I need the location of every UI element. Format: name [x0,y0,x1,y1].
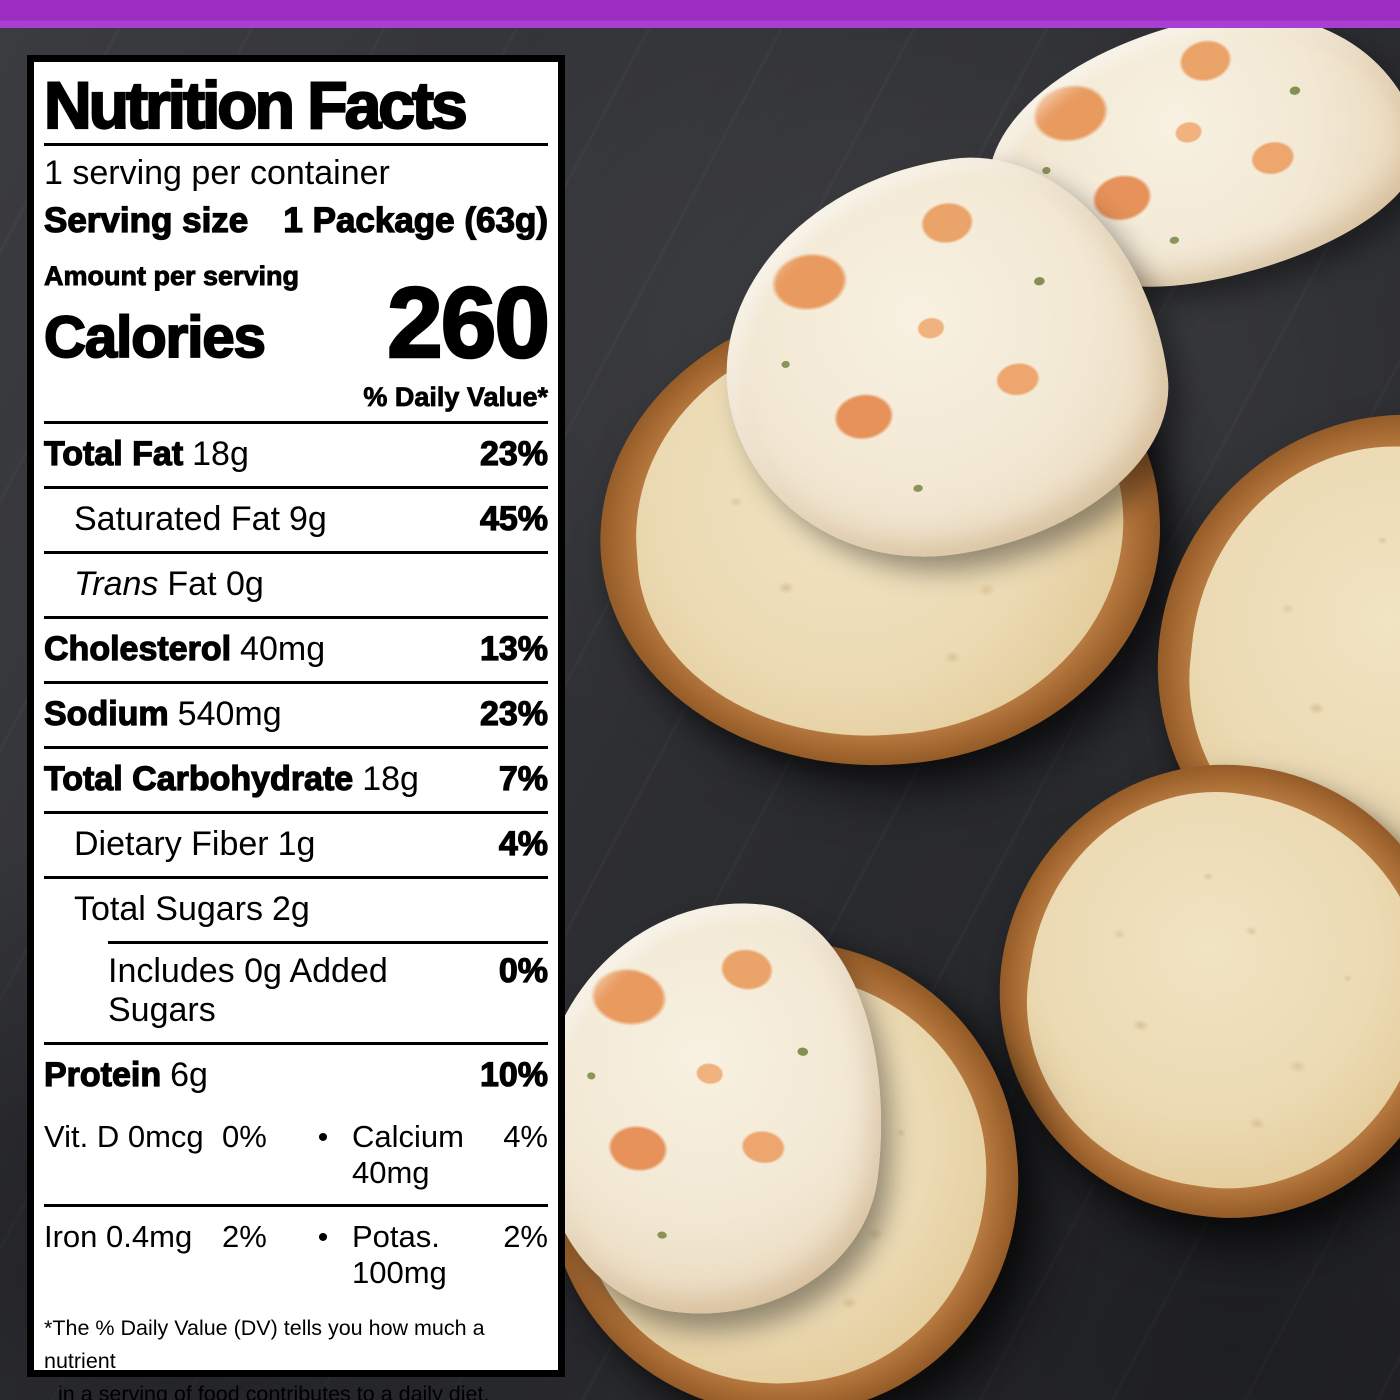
purple-header-bar [0,0,1400,28]
nutrient-dv: 23% [479,695,548,734]
nutrient-dv: 45% [479,500,548,539]
micronutrient-name: Calcium 40mg [352,1119,464,1191]
row-sodium: Sodium 540mg 23% [43,681,549,746]
serving-size-label: Serving size [43,201,249,241]
nutrient-amount: 40mg [240,630,326,669]
nutrient-amount: 2g [272,890,310,929]
row-dietary-fiber: Dietary Fiber 1g 4% [44,811,549,876]
nutrient-name: Saturated Fat [74,500,281,539]
row-trans-fat: Trans Fat 0g [44,551,548,616]
nutrient-amount: 18g [362,760,419,799]
footnote-line: in a serving of food contributes to a da… [58,1381,490,1400]
crostini-plain-bottom [967,732,1400,1250]
nutrient-name: Trans [74,565,159,604]
row-total-carbohydrate: Total Carbohydrate 18g 7% [43,746,549,811]
row-protein: Protein 6g 10% [43,1042,549,1107]
nutrient-name: Total Fat [43,435,184,474]
daily-value-header: % Daily Value* [44,375,548,425]
nutrient-name: Total Sugars [74,890,263,929]
nutrient-amount: 540mg [177,695,282,734]
nutrition-facts-title: Nutrition Facts [43,68,548,147]
nutrient-name: Dietary Fiber [74,825,269,864]
nutrient-name: Sodium [43,695,169,734]
serving-size-row: Serving size 1 Package (63g) [43,201,549,253]
nutrient-dv: 0% [498,952,548,991]
nutrient-amount: 6g [170,1056,208,1095]
nutrient-name: Protein [43,1056,162,1095]
nutrient-amount: Fat 0g [167,565,264,604]
row-cholesterol: Cholesterol 40mg 13% [43,616,549,681]
nutrient-amount: 1g [277,825,316,864]
footnote-line: *The % Daily Value (DV) tells you how mu… [44,1316,485,1373]
row-total-sugars: Total Sugars 2g [44,876,548,941]
daily-value-footnote: *The % Daily Value (DV) tells you how mu… [44,1304,548,1400]
nutrient-dv: 4% [498,825,548,864]
nutrient-name: Includes 0g Added Sugars [108,952,388,1030]
row-vitd-calcium: Vit. D 0mcg 0% • Calcium 40mg 4% [44,1107,548,1208]
bullet-separator: • [317,1221,329,1255]
serving-size-value: 1 Package (63g) [283,201,549,241]
row-total-fat: Total Fat 18g 23% [43,424,548,486]
nutrient-dv: 13% [479,630,548,669]
nutrient-amount: 18g [192,435,249,474]
nutrient-dv: 10% [479,1056,548,1095]
bread-crumb-texture [1001,766,1400,1216]
nutrient-dv: 23% [479,435,548,474]
nutrient-name: Cholesterol [43,630,232,669]
nutrient-name: Total Carbohydrate [43,760,354,799]
calories-row: Calories 260 [43,267,551,380]
row-saturated-fat: Saturated Fat 9g 45% [44,486,549,551]
micronutrient-name: Potas. 100mg [352,1219,447,1291]
nutrition-facts-panel: Nutrition Facts 1 serving per container … [27,55,565,1400]
calories-value: 260 [386,267,551,380]
row-added-sugars: Includes 0g Added Sugars 0% [44,941,549,1042]
calories-label: Calories [43,304,267,371]
row-iron-potassium: Iron 0.4mg 2% • Potas. 100mg 2% [44,1207,548,1304]
nutrient-amount: 9g [289,500,327,539]
micronutrient-dv: 2% [503,1219,548,1255]
amount-per-serving-label: Amount per serving [44,261,300,292]
micronutrient-dv: 4% [503,1119,548,1155]
bullet-separator: • [317,1121,329,1155]
servings-per-container: 1 serving per container [44,154,390,193]
micronutrient-dv: 2% [222,1219,267,1255]
micronutrient-name: Vit. D 0mcg [44,1119,204,1155]
micronutrient-name: Iron 0.4mg [44,1219,193,1255]
micronutrient-dv: 0% [222,1119,267,1155]
nutrient-dv: 7% [498,760,548,799]
